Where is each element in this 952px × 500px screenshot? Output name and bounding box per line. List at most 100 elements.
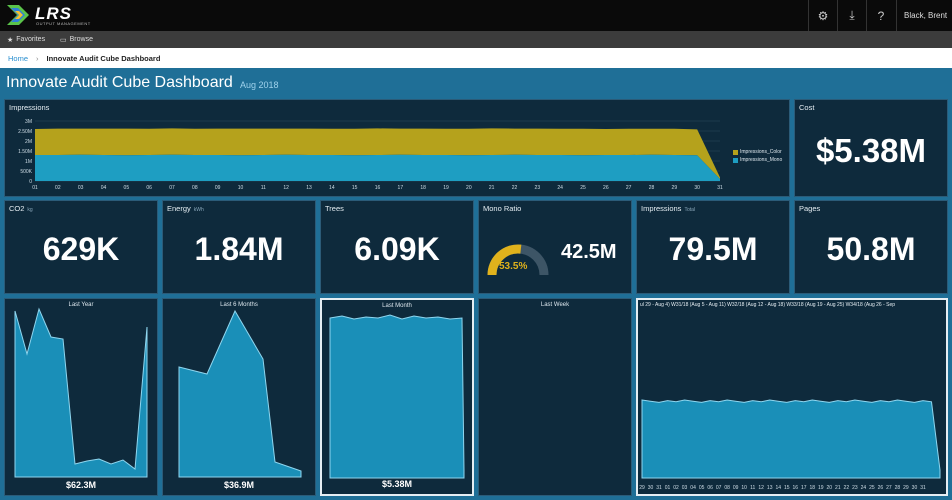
trees-tile[interactable]: Trees 6.09K (320, 200, 474, 294)
weekly-chart-labels: ul 29 - Aug 4) W31/18 (Aug 5 - Aug 11) W… (640, 302, 896, 308)
impressions-chart-title: Impressions (9, 103, 50, 112)
weekly-x-tick: 28 (895, 485, 901, 491)
spark-last-6-months-tile[interactable]: Last 6 Months $36.9M (162, 298, 316, 496)
weekly-x-tick: 25 (869, 485, 875, 491)
weekly-x-tick: 18 (810, 485, 816, 491)
star-icon: ★ (7, 36, 14, 44)
cost-value: $5.38M (815, 132, 927, 169)
mono-ratio-title: Mono Ratio (483, 204, 522, 213)
weekly-x-tick: 26 (878, 485, 884, 491)
spark-last-year-value: $62.3M (65, 480, 97, 490)
mono-ratio-percent: 53.5% (499, 261, 528, 272)
legend-impressions-mono[interactable]: Impressions_Mono (733, 157, 782, 163)
x-tick-label: 17 (398, 185, 404, 191)
x-tick-label: 13 (306, 185, 312, 191)
weekly-x-tick: 02 (673, 485, 679, 491)
weekly-x-tick: 08 (724, 485, 730, 491)
breadcrumb-current: Innovate Audit Cube Dashboard (46, 53, 161, 63)
lrs-logo-icon (7, 5, 29, 25)
weekly-x-tick: 16 (792, 485, 798, 491)
legend-swatch-color (733, 149, 738, 155)
user-menu[interactable]: Black, Brent (896, 0, 952, 31)
series-impressions-color (35, 128, 720, 179)
spark-last-week-title: Last Week (540, 302, 570, 308)
spark-last-6-months-chart (178, 309, 302, 478)
pages-tile[interactable]: Pages 50.8M (794, 200, 948, 294)
weekly-x-tick: 15 (784, 485, 790, 491)
energy-tile[interactable]: Energy kWh 1.84M (162, 200, 316, 294)
x-tick-label: 14 (329, 185, 335, 191)
mono-ratio-tile[interactable]: Mono Ratio 53.5% 42.5M (478, 200, 632, 294)
weekly-x-tick: 29 (639, 485, 645, 491)
energy-value: 1.84M (194, 231, 284, 267)
co2-title: CO2 kg (9, 204, 33, 213)
spark-last-week-tile[interactable]: Last Week (478, 298, 632, 496)
x-tick-label: 10 (238, 185, 244, 191)
impressions-chart-tile[interactable]: Impressions 0 500K 1M 1.50M 2M 2.50M 3M 01 02 03 0… (4, 99, 790, 197)
spark-last-month-chart (329, 314, 465, 479)
weekly-x-tick: 10 (741, 485, 747, 491)
x-tick-label: 08 (192, 185, 198, 191)
co2-tile[interactable]: CO2 kg 629K (4, 200, 158, 294)
weekly-x-tick: 27 (886, 485, 892, 491)
impressions-chart: 0 500K 1M 1.50M 2M 2.50M 3M 01 02 03 04 05 06 07 08 09 1… (18, 119, 723, 191)
favorites-bar: ★ Favorites ▭ Browse (0, 31, 952, 48)
y-tick-label: 3M (25, 119, 32, 125)
x-tick-label: 04 (101, 185, 107, 191)
breadcrumb: Home › Innovate Audit Cube Dashboard (0, 48, 952, 68)
energy-title: Energy kWh (167, 204, 204, 213)
page-title: Innovate Audit Cube Dashboard (6, 74, 233, 91)
download-button[interactable]: ⤓ (837, 0, 866, 31)
top-bar: LRS OUTPUT MANAGEMENT ⚙ ⤓ ? Black, Brent (0, 0, 952, 31)
weekly-x-tick: 30 (912, 485, 918, 491)
mono-ratio-value: 42.5M (561, 241, 617, 263)
x-tick-label: 23 (535, 185, 541, 191)
weekly-x-tick: 30 (648, 485, 654, 491)
spark-last-year-title: Last Year (68, 302, 94, 308)
x-tick-label: 22 (512, 185, 518, 191)
x-tick-label: 21 (489, 185, 495, 191)
help-button[interactable]: ? (866, 0, 895, 31)
cost-tile[interactable]: Cost $5.38M (794, 99, 948, 197)
weekly-x-tick: 14 (775, 485, 781, 491)
spark-last-month-tile[interactable]: Last Month $5.38M (320, 298, 474, 496)
spark-last-6-months-area (178, 309, 302, 478)
weekly-x-tick: 22 (844, 485, 850, 491)
impressions-total-tile[interactable]: Impressions Total 79.5M (636, 200, 790, 294)
x-tick-label: 24 (557, 185, 563, 191)
spark-last-6-months-value: $36.9M (223, 480, 255, 490)
weekly-chart-tile[interactable]: ul 29 - Aug 4) W31/18 (Aug 5 - Aug 11) W… (636, 298, 948, 496)
x-tick-label: 12 (283, 185, 289, 191)
x-tick-label: 16 (375, 185, 381, 191)
weekly-x-tick: 20 (827, 485, 833, 491)
spark-last-year-chart (14, 307, 148, 478)
impressions-total-title: Impressions Total (641, 204, 695, 213)
logo[interactable]: LRS OUTPUT MANAGEMENT (5, 3, 90, 29)
weekly-chart: 29 30 31 01 02 03 04 05 06 07 08 09 10 11 12 13 14 15 16 17… (639, 399, 941, 491)
spark-last-month-area (329, 314, 465, 479)
spark-last-month-value: $5.38M (381, 479, 413, 489)
x-tick-label: 20 (466, 185, 472, 191)
pages-title: Pages (799, 204, 821, 213)
breadcrumb-separator: › (36, 53, 39, 63)
x-tick-label: 25 (580, 185, 586, 191)
x-tick-label: 28 (649, 185, 655, 191)
weekly-x-tick: 19 (818, 485, 824, 491)
spark-last-year-tile[interactable]: Last Year $62.3M (4, 298, 158, 496)
help-icon: ? (877, 8, 885, 23)
gear-icon: ⚙ (817, 8, 829, 23)
spark-last-month-title: Last Month (382, 303, 412, 309)
pages-value: 50.8M (826, 231, 916, 267)
y-tick-label: 2.50M (18, 129, 32, 135)
favorites-link[interactable]: ★ Favorites (7, 31, 45, 48)
breadcrumb-home[interactable]: Home (8, 53, 29, 63)
spark-last-6-months-title: Last 6 Months (220, 302, 258, 308)
favorites-label: Favorites (16, 36, 46, 43)
weekly-x-tick: 01 (665, 485, 671, 491)
browse-link[interactable]: ▭ Browse (60, 31, 93, 48)
settings-button[interactable]: ⚙ (808, 0, 837, 31)
spark-last-year-area (14, 307, 148, 478)
legend-impressions-color[interactable]: Impressions_Color (733, 149, 782, 155)
folder-icon: ▭ (60, 36, 67, 44)
logo-text: LRS (35, 4, 72, 23)
